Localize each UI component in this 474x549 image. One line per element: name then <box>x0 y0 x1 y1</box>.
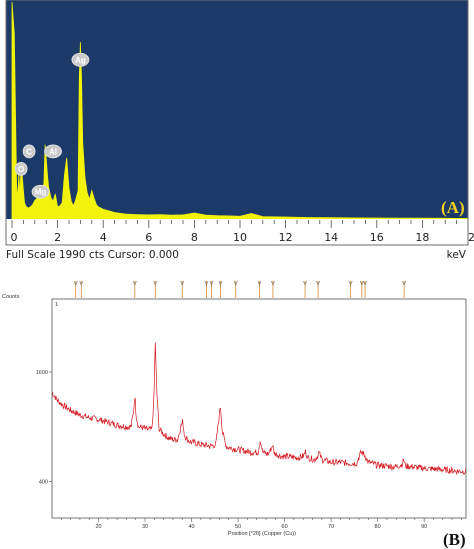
eds-spectrum-chart: Ag Al CO Mg 0 2 4 6 8 10 12 14 16 18 20 Full Scale 19… <box>5 0 474 261</box>
xrd-y-tick-label: 400 <box>39 480 48 486</box>
xrd-marks <box>51 342 466 476</box>
xrd-reference-marker <box>79 280 84 286</box>
xrd-reference-marker <box>153 280 158 286</box>
xrd-reference-marker <box>303 280 307 286</box>
xrd-x-axis: 20 30 40 50 60 70 80 90 <box>61 518 462 530</box>
xrd-x-tick-label: 20 <box>95 524 101 530</box>
xrd-x-tick-label: 30 <box>142 524 148 530</box>
eds-x-tick-label: 6 <box>145 231 152 244</box>
svg-text:Al: Al <box>49 147 57 156</box>
xrd-reference-marker <box>204 280 209 286</box>
eds-peak-label-al: Al <box>44 144 62 159</box>
eds-peak-label-c: C <box>22 144 36 159</box>
xrd-x-tick-label: 80 <box>375 524 381 530</box>
xrd-pattern-chart: Counts 1 400 1600 20 30 40 50 60 70 80 90 Positi… <box>2 280 467 549</box>
xrd-x-tick-label: 70 <box>328 524 334 530</box>
xrd-reference-marker <box>363 280 367 286</box>
panel-label-b: (B) <box>443 530 466 549</box>
eds-axis-strip <box>6 219 468 245</box>
eds-x-tick-label: 18 <box>415 231 429 244</box>
xrd-reference-marker <box>257 280 262 286</box>
xrd-pattern-series <box>51 342 466 476</box>
eds-peak-label-ag: Ag <box>71 52 90 67</box>
xrd-x-tick-label: 60 <box>282 524 288 530</box>
xrd-x-tick-label: 40 <box>188 524 194 530</box>
xrd-reference-marker <box>218 280 223 286</box>
eds-x-tick-label: 16 <box>370 231 384 244</box>
xrd-x-tick-label: 90 <box>421 524 427 530</box>
eds-x-tick-label: 8 <box>191 231 198 244</box>
xrd-reference-marker <box>316 280 320 286</box>
xrd-reference-marker <box>348 280 353 286</box>
eds-frame <box>5 0 469 246</box>
xrd-plot-frame <box>51 298 467 519</box>
xrd-reference-marker <box>359 280 364 286</box>
eds-x-tick-label: 10 <box>233 231 247 244</box>
eds-spectrum-panel: Ag Al CO Mg 0 2 4 6 8 10 12 14 16 18 20 Full Scale 19… <box>0 0 474 262</box>
xrd-x-axis-label: Position [°2θ] (Copper (Cu)) <box>228 531 296 537</box>
eds-marks: Ag Al CO Mg <box>11 1 469 220</box>
xrd-reference-marker <box>271 280 275 286</box>
xrd-frame-number: 1 <box>55 302 58 308</box>
eds-x-tick-label: 0 <box>11 231 18 244</box>
xrd-reference-marker <box>180 280 185 286</box>
svg-text:C: C <box>26 147 32 156</box>
eds-x-tick-label: 4 <box>100 231 107 244</box>
xrd-reference-lines <box>73 280 407 298</box>
xrd-pattern-panel: Counts 1 400 1600 20 30 40 50 60 70 80 90 Positi… <box>0 278 474 549</box>
svg-text:Mg: Mg <box>35 188 47 197</box>
panel-label-a: (A) <box>441 198 465 217</box>
xrd-reference-marker <box>209 280 214 286</box>
eds-peak-label-o: O <box>14 161 28 176</box>
eds-plot-background <box>6 0 468 219</box>
svg-text:Ag: Ag <box>75 56 86 65</box>
eds-unit-label: keV <box>447 249 467 261</box>
xrd-reference-marker <box>233 280 238 286</box>
xrd-y-tick-label: 1600 <box>36 370 48 376</box>
xrd-x-tick-label: 50 <box>235 524 241 530</box>
eds-status-text: Full Scale 1990 cts Cursor: 0.000 <box>6 249 179 261</box>
xrd-reference-marker <box>132 280 137 286</box>
eds-x-tick-label: 12 <box>279 231 293 244</box>
eds-x-tick-label: 20 <box>468 231 474 244</box>
eds-spectrum-series <box>11 1 469 220</box>
eds-x-tick-label: 14 <box>324 231 338 244</box>
eds-x-axis: 0 2 4 6 8 10 12 14 16 18 20 <box>11 220 474 244</box>
xrd-reference-marker <box>73 280 78 286</box>
eds-x-tick-label: 2 <box>54 231 61 244</box>
svg-text:O: O <box>18 165 24 174</box>
eds-peak-label-mg: Mg <box>31 184 50 199</box>
xrd-reference-marker <box>402 280 407 286</box>
xrd-y-axis-label: Counts <box>2 294 20 300</box>
xrd-y-axis: 400 1600 <box>36 370 52 486</box>
